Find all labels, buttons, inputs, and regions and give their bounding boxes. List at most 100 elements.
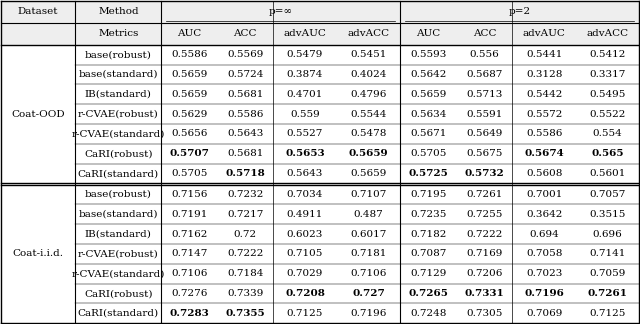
Text: 0.5681: 0.5681 — [227, 90, 264, 99]
Text: 0.7232: 0.7232 — [227, 190, 264, 199]
Text: 0.5656: 0.5656 — [171, 129, 207, 138]
Bar — [1, 45, 639, 323]
Text: 0.727: 0.727 — [352, 289, 385, 298]
Text: 0.3515: 0.3515 — [589, 210, 626, 219]
Text: advACC: advACC — [348, 29, 390, 38]
Text: 0.5718: 0.5718 — [225, 169, 265, 178]
Text: 0.556: 0.556 — [470, 50, 499, 59]
Text: 0.4701: 0.4701 — [287, 90, 323, 99]
Text: 0.696: 0.696 — [593, 230, 623, 238]
Text: 0.5643: 0.5643 — [287, 169, 323, 178]
Text: 0.7208: 0.7208 — [285, 289, 325, 298]
Text: 0.5544: 0.5544 — [350, 110, 387, 119]
Text: 0.5569: 0.5569 — [227, 50, 264, 59]
Text: 0.7156: 0.7156 — [171, 190, 207, 199]
Text: 0.7125: 0.7125 — [287, 309, 323, 318]
Text: 0.5659: 0.5659 — [410, 90, 447, 99]
Text: p=2: p=2 — [509, 7, 531, 16]
Text: 0.7261: 0.7261 — [466, 190, 502, 199]
Text: 0.5707: 0.5707 — [170, 149, 209, 158]
Text: 0.5586: 0.5586 — [171, 50, 207, 59]
Text: 0.5634: 0.5634 — [410, 110, 447, 119]
Text: 0.3874: 0.3874 — [287, 70, 323, 79]
Text: advACC: advACC — [586, 29, 628, 38]
Text: 0.5732: 0.5732 — [465, 169, 504, 178]
Text: 0.7106: 0.7106 — [171, 269, 207, 278]
Text: Coat-OOD: Coat-OOD — [12, 110, 65, 119]
Text: CaRI(standard): CaRI(standard) — [78, 169, 159, 178]
Text: 0.7182: 0.7182 — [410, 230, 447, 238]
Text: 0.7181: 0.7181 — [350, 249, 387, 259]
Text: AUC: AUC — [177, 29, 202, 38]
Text: 0.7069: 0.7069 — [526, 309, 563, 318]
Text: 0.7001: 0.7001 — [526, 190, 563, 199]
Text: base(standard): base(standard) — [79, 70, 158, 79]
Text: 0.5649: 0.5649 — [466, 129, 502, 138]
Text: 0.7147: 0.7147 — [171, 249, 207, 259]
Text: 0.554: 0.554 — [593, 129, 623, 138]
Text: 0.7034: 0.7034 — [287, 190, 323, 199]
Text: 0.5572: 0.5572 — [526, 110, 563, 119]
Text: 0.5705: 0.5705 — [171, 169, 207, 178]
Text: Dataset: Dataset — [18, 7, 58, 16]
Text: 0.5671: 0.5671 — [410, 129, 447, 138]
Text: 0.5478: 0.5478 — [350, 129, 387, 138]
Text: 0.5442: 0.5442 — [526, 90, 563, 99]
Text: 0.5659: 0.5659 — [349, 149, 388, 158]
Text: 0.5659: 0.5659 — [171, 90, 207, 99]
Text: 0.7235: 0.7235 — [410, 210, 447, 219]
Text: 0.5681: 0.5681 — [227, 149, 264, 158]
Text: 0.7206: 0.7206 — [466, 269, 502, 278]
Text: 0.7023: 0.7023 — [526, 269, 563, 278]
Text: base(robust): base(robust) — [85, 50, 152, 59]
Text: r-CVAE(robust): r-CVAE(robust) — [78, 110, 159, 119]
Text: 0.7355: 0.7355 — [225, 309, 265, 318]
Text: 0.3317: 0.3317 — [589, 70, 626, 79]
Text: 0.5713: 0.5713 — [466, 90, 502, 99]
Text: 0.7184: 0.7184 — [227, 269, 264, 278]
Text: 0.7058: 0.7058 — [526, 249, 563, 259]
Text: 0.7248: 0.7248 — [410, 309, 447, 318]
Text: CaRI(standard): CaRI(standard) — [78, 309, 159, 318]
Text: 0.5591: 0.5591 — [466, 110, 502, 119]
Text: 0.7196: 0.7196 — [524, 289, 564, 298]
Text: 0.7169: 0.7169 — [466, 249, 502, 259]
Text: 0.7106: 0.7106 — [350, 269, 387, 278]
Text: 0.7255: 0.7255 — [466, 210, 502, 219]
Text: 0.4796: 0.4796 — [350, 90, 387, 99]
Text: 0.6017: 0.6017 — [350, 230, 387, 238]
Text: 0.7162: 0.7162 — [171, 230, 207, 238]
Text: 0.7331: 0.7331 — [465, 289, 504, 298]
Text: 0.5725: 0.5725 — [408, 169, 448, 178]
Text: 0.5593: 0.5593 — [410, 50, 447, 59]
Text: advAUC: advAUC — [523, 29, 566, 38]
Text: 0.7107: 0.7107 — [350, 190, 387, 199]
Text: 0.4024: 0.4024 — [350, 70, 387, 79]
Text: 0.5601: 0.5601 — [589, 169, 626, 178]
Text: 0.7217: 0.7217 — [227, 210, 264, 219]
Text: IB(standard): IB(standard) — [85, 90, 152, 99]
Text: 0.7141: 0.7141 — [589, 249, 626, 259]
Text: IB(standard): IB(standard) — [85, 230, 152, 238]
Text: 0.7305: 0.7305 — [466, 309, 502, 318]
Text: 0.7057: 0.7057 — [589, 190, 626, 199]
Text: 0.5527: 0.5527 — [287, 129, 323, 138]
Text: Method: Method — [98, 7, 139, 16]
Text: 0.6023: 0.6023 — [287, 230, 323, 238]
Text: 0.5441: 0.5441 — [526, 50, 563, 59]
Bar — [1, 1, 639, 45]
Text: Coat-i.i.d.: Coat-i.i.d. — [13, 249, 63, 259]
Text: 0.5608: 0.5608 — [526, 169, 563, 178]
Text: 0.5451: 0.5451 — [350, 50, 387, 59]
Text: CaRI(robust): CaRI(robust) — [84, 289, 152, 298]
Text: 0.5705: 0.5705 — [410, 149, 447, 158]
Text: 0.7129: 0.7129 — [410, 269, 447, 278]
Text: 0.5724: 0.5724 — [227, 70, 264, 79]
Text: 0.5586: 0.5586 — [526, 129, 563, 138]
Text: 0.5522: 0.5522 — [589, 110, 626, 119]
Text: 0.7029: 0.7029 — [287, 269, 323, 278]
Text: 0.7196: 0.7196 — [350, 309, 387, 318]
Text: 0.5659: 0.5659 — [171, 70, 207, 79]
Text: r-CVAE(standard): r-CVAE(standard) — [72, 129, 165, 138]
Text: 0.7087: 0.7087 — [410, 249, 447, 259]
